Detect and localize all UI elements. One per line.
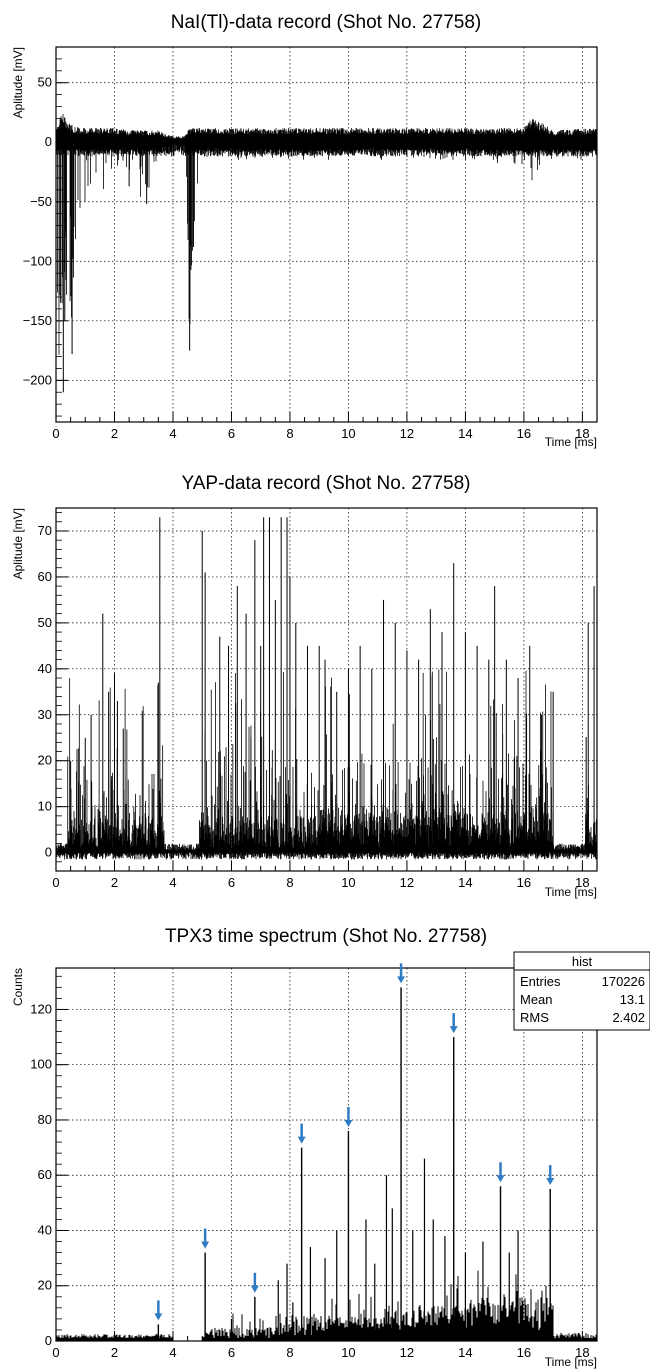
stats-mean-value: 13.1 [620, 992, 645, 1007]
x-tick-label: 0 [52, 875, 59, 890]
x-tick-label: 10 [341, 875, 355, 890]
nai-title: NaI(Tl)-data record (Shot No. 27758) [171, 12, 481, 33]
stats-entries-value: 170226 [602, 974, 645, 989]
y-tick-label: 20 [38, 1278, 52, 1293]
x-tick-label: 16 [517, 426, 531, 441]
stats-rms-label: RMS [520, 1010, 549, 1025]
nai-signal [55, 114, 598, 393]
nai-plot-frame [55, 46, 598, 423]
peak-arrow-head [449, 1026, 458, 1034]
x-tick-label: 16 [517, 1345, 531, 1360]
y-tick-label: 70 [38, 523, 52, 538]
tpx3-histogram [55, 987, 598, 1341]
x-tick-label: 4 [169, 1345, 176, 1360]
tpx3-stats-box: hist Entries 170226 Mean 13.1 RMS 2.402 [513, 951, 650, 1031]
y-tick-label: 30 [38, 707, 52, 722]
y-tick-label: 60 [38, 569, 52, 584]
y-tick-label: 120 [30, 1001, 52, 1016]
stats-rms-value: 2.402 [612, 1010, 645, 1025]
tpx3-y-axis-label: Counts [11, 968, 25, 1006]
y-tick-label: 40 [38, 661, 52, 676]
peak-arrow-head [250, 1285, 259, 1293]
x-tick-label: 0 [52, 426, 59, 441]
y-tick-label: 40 [38, 1222, 52, 1237]
y-tick-label: 20 [38, 753, 52, 768]
yap-signal [55, 517, 598, 860]
x-tick-label: 2 [111, 426, 118, 441]
x-tick-label: 10 [341, 426, 355, 441]
peak-arrow-head [154, 1313, 163, 1321]
x-tick-label: 18 [575, 1345, 589, 1360]
y-tick-label: 100 [30, 1057, 52, 1072]
nai-x-axis-label: Time [ms] [545, 435, 597, 449]
x-tick-label: 12 [400, 875, 414, 890]
y-tick-label: −150 [23, 313, 52, 328]
tpx3-tick-labels: 0 2 4 6 8 10 12 14 16 18 0 20 40 60 80 100 120 [30, 1001, 589, 1360]
x-tick-label: 18 [575, 875, 589, 890]
x-tick-label: 12 [400, 1345, 414, 1360]
tpx3-histogram-bins [55, 1270, 598, 1341]
y-tick-label: 0 [45, 1333, 52, 1348]
x-tick-label: 4 [169, 875, 176, 890]
peak-arrow-head [201, 1241, 210, 1249]
y-tick-label: 0 [45, 845, 52, 860]
x-tick-label: 18 [575, 426, 589, 441]
x-tick-label: 8 [286, 426, 293, 441]
x-tick-label: 2 [111, 875, 118, 890]
x-tick-label: 8 [286, 1345, 293, 1360]
yap-y-axis-label: Aplitude [mV] [11, 508, 25, 579]
x-tick-label: 16 [517, 875, 531, 890]
tpx3-peak-markers [154, 963, 555, 1321]
y-tick-label: 60 [38, 1167, 52, 1182]
x-tick-label: 0 [52, 1345, 59, 1360]
peak-arrow-head [496, 1175, 505, 1183]
x-tick-label: 14 [458, 875, 472, 890]
x-tick-label: 14 [458, 426, 472, 441]
x-tick-label: 4 [169, 426, 176, 441]
x-tick-label: 14 [458, 1345, 472, 1360]
yap-panel: YAP-data record (Shot No. 27758) 0 2 4 6 8 10… [11, 473, 598, 899]
stats-entries-label: Entries [520, 974, 561, 989]
x-tick-label: 10 [341, 1345, 355, 1360]
tpx3-x-axis-label: Time [ms] [545, 1355, 597, 1369]
peak-arrow-head [344, 1120, 353, 1128]
nai-tick-marks [55, 46, 598, 422]
nai-panel: NaI(Tl)-data record (Shot No. 27758) 0 2 4… [11, 12, 598, 449]
stats-box-title: hist [572, 954, 593, 969]
x-tick-label: 2 [111, 1345, 118, 1360]
y-tick-label: 0 [45, 134, 52, 149]
y-tick-label: −200 [23, 372, 52, 387]
x-tick-label: 6 [228, 875, 235, 890]
yap-tick-labels: 0 2 4 6 8 10 12 14 16 18 0 10 20 30 40 50 60 70 [38, 523, 590, 890]
nai-y-axis-label: Aplitude [mV] [11, 47, 25, 118]
tpx3-panel: TPX3 time spectrum (Shot No. 27758) 0 2 4 6… [11, 926, 650, 1369]
peak-arrow-head [397, 976, 406, 984]
y-tick-label: −50 [30, 194, 52, 209]
yap-tick-marks [55, 512, 598, 872]
x-tick-label: 6 [228, 426, 235, 441]
x-tick-label: 12 [400, 426, 414, 441]
yap-title: YAP-data record (Shot No. 27758) [181, 473, 470, 494]
stats-box-frame [513, 951, 650, 1031]
tpx3-tick-marks [55, 975, 598, 1342]
peak-arrow-head [546, 1178, 555, 1186]
stats-mean-label: Mean [520, 992, 553, 1007]
peak-arrow-head [297, 1136, 306, 1144]
y-tick-label: 50 [38, 615, 52, 630]
x-tick-label: 6 [228, 1345, 235, 1360]
nai-signal-trace [55, 114, 598, 355]
x-tick-label: 8 [286, 875, 293, 890]
y-tick-label: 80 [38, 1112, 52, 1127]
yap-x-axis-label: Time [ms] [545, 885, 597, 899]
nai-tick-labels: 0 2 4 6 8 10 12 14 16 18 −200 −150 −100 −50 0 50 [23, 75, 590, 441]
y-tick-label: 10 [38, 799, 52, 814]
y-tick-label: 50 [38, 75, 52, 90]
tpx3-title: TPX3 time spectrum (Shot No. 27758) [165, 926, 487, 947]
y-tick-label: −100 [23, 253, 52, 268]
nai-grid [55, 47, 597, 422]
